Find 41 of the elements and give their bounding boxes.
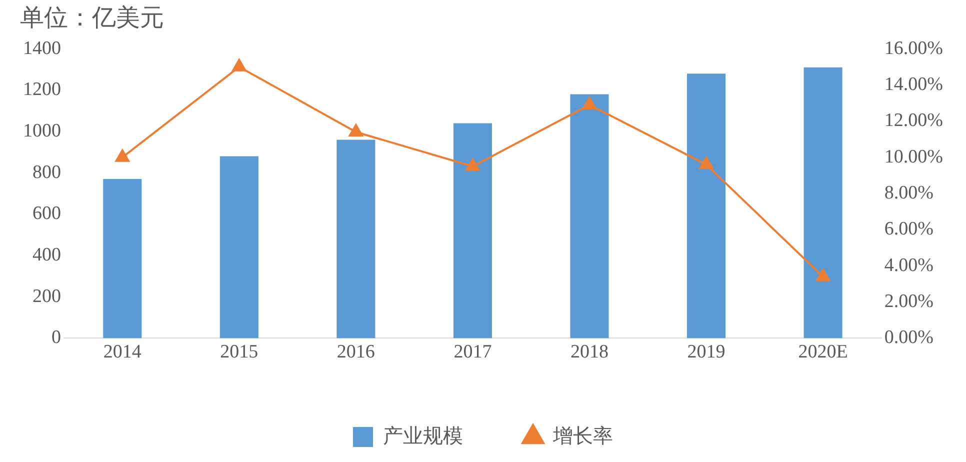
y2-tick-label: 4.00% xyxy=(884,254,934,276)
y2-tick-label: 8.00% xyxy=(884,182,934,204)
y2-tick-label: 2.00% xyxy=(884,291,934,312)
bar xyxy=(570,94,609,338)
x-tick-label: 2019 xyxy=(687,342,726,363)
x-tick-label: 2016 xyxy=(336,342,375,363)
bar xyxy=(686,74,726,338)
bar xyxy=(220,156,258,338)
y2-tick-label: 14.00% xyxy=(884,74,944,95)
y-tick-label: 800 xyxy=(32,162,61,183)
bar xyxy=(804,67,842,338)
y2-tick-label: 12.00% xyxy=(884,110,944,132)
y2-tick-label: 0.00% xyxy=(884,327,934,348)
point xyxy=(816,268,830,282)
x-tick-label: 2018 xyxy=(570,342,608,363)
x-tick-label: 2015 xyxy=(220,342,258,363)
point xyxy=(115,149,130,162)
bar xyxy=(336,140,376,338)
y-tick-label: 0 xyxy=(52,327,61,348)
point xyxy=(699,156,714,170)
point xyxy=(466,158,480,171)
y-tick-label: 1400 xyxy=(23,38,61,59)
bar xyxy=(453,123,492,338)
point xyxy=(348,124,363,137)
point xyxy=(582,96,597,110)
point xyxy=(232,58,246,72)
chart-title: 单位：亿美元 xyxy=(20,4,164,32)
y2-tick-label: 16.00% xyxy=(884,38,944,59)
legend-label: 增长率 xyxy=(552,425,613,448)
bar xyxy=(103,179,142,338)
y-tick-label: 1200 xyxy=(23,79,61,100)
legend-label: 产业规模 xyxy=(383,425,463,448)
x-tick-label: 2017 xyxy=(454,342,492,363)
y2-tick-label: 10.00% xyxy=(884,146,944,168)
x-tick-label: 2020E xyxy=(798,342,848,363)
y-tick-label: 200 xyxy=(32,286,61,307)
y-tick-label: 1000 xyxy=(23,120,61,142)
x-tick-label: 2014 xyxy=(103,342,142,363)
y2-tick-label: 6.00% xyxy=(884,218,934,240)
y-tick-label: 600 xyxy=(32,203,61,224)
y-tick-label: 400 xyxy=(32,244,61,266)
